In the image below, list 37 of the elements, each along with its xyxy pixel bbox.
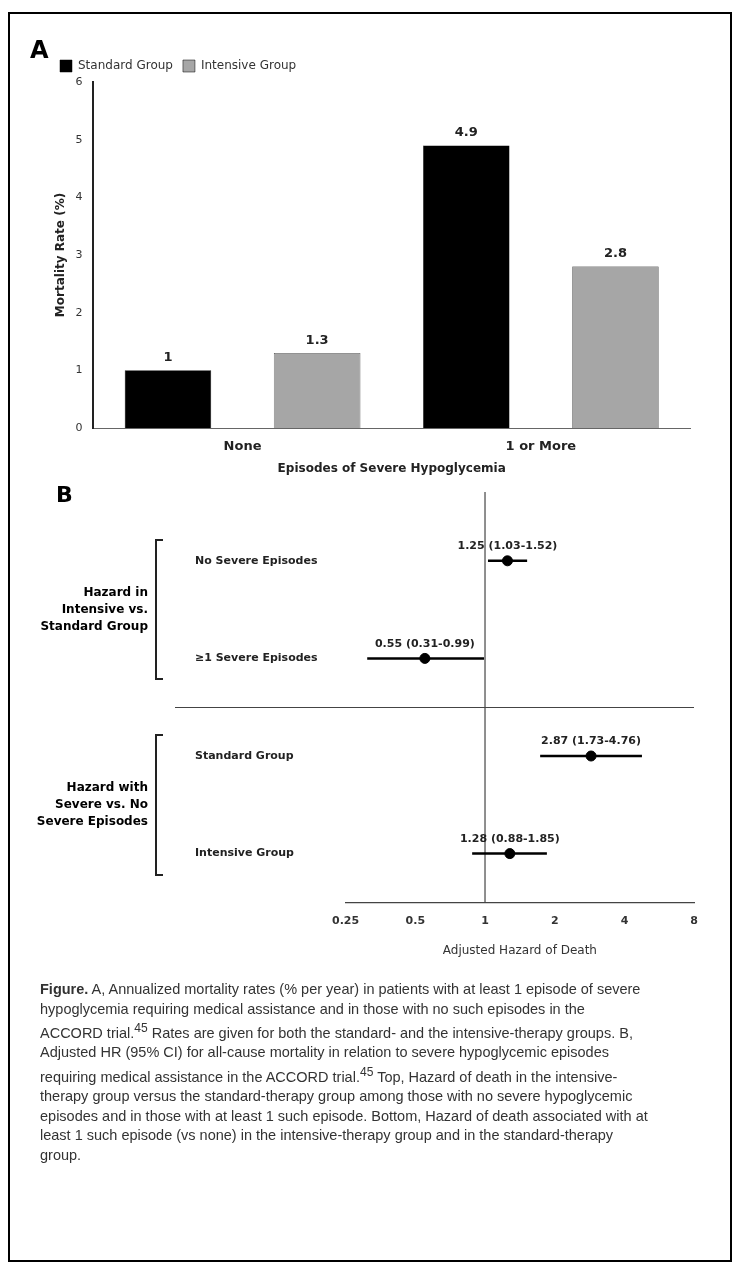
data-label: 2.87 (1.73-4.76) xyxy=(541,734,641,748)
x-tick-label: 0.25 xyxy=(332,913,360,927)
x-axis-title: Adjusted Hazard of Death xyxy=(442,942,597,957)
data-label: 1 xyxy=(163,349,173,365)
data-label: 1.3 xyxy=(305,331,329,347)
y-tick-label: 4 xyxy=(75,190,83,204)
x-tick-label: 2 xyxy=(550,913,559,927)
x-tick-label: 1 xyxy=(481,913,489,927)
y-tick-label: 6 xyxy=(75,74,83,88)
x-tick-label: 0.5 xyxy=(405,913,426,927)
x-tick-label: 4 xyxy=(620,913,629,927)
text: A xyxy=(30,36,49,64)
x-axis-title: Episodes of Severe Hypoglycemia xyxy=(277,460,506,475)
x-tick-label: 8 xyxy=(690,913,698,927)
data-label: 1.25 (1.03-1.52) xyxy=(457,539,558,553)
x-tick-label: None xyxy=(223,438,262,454)
y-tick-label: ≥1 Severe Episodes xyxy=(195,651,319,665)
data-label: 0.55 (0.31-0.99) xyxy=(374,636,475,650)
y-tick-label: Intensive Group xyxy=(195,846,295,860)
y-tick-label: No Severe Episodes xyxy=(195,553,318,567)
text: Hazard in Intensive vs. Standard Group xyxy=(39,584,148,636)
y-tick-label: 1 xyxy=(75,363,83,377)
y-tick-label: 0 xyxy=(75,420,83,434)
text: B xyxy=(56,482,73,507)
text: Figure. xyxy=(40,981,89,997)
data-label: 4.9 xyxy=(454,124,478,140)
y-tick-label: 2 xyxy=(75,305,83,319)
text: Hazard with Severe vs. No Severe Episodes xyxy=(35,779,148,831)
y-tick-label: 3 xyxy=(75,247,83,261)
y-axis-title: Mortality Rate (%) xyxy=(53,192,68,318)
y-tick-label: 5 xyxy=(75,132,83,146)
data-label: 1.28 (0.88-1.85) xyxy=(459,831,560,845)
x-tick-label: 1 or More xyxy=(505,438,577,454)
data-label: 2.8 xyxy=(603,245,627,261)
y-tick-label: Standard Group xyxy=(195,748,294,762)
bar xyxy=(423,145,510,428)
bar xyxy=(124,370,212,428)
